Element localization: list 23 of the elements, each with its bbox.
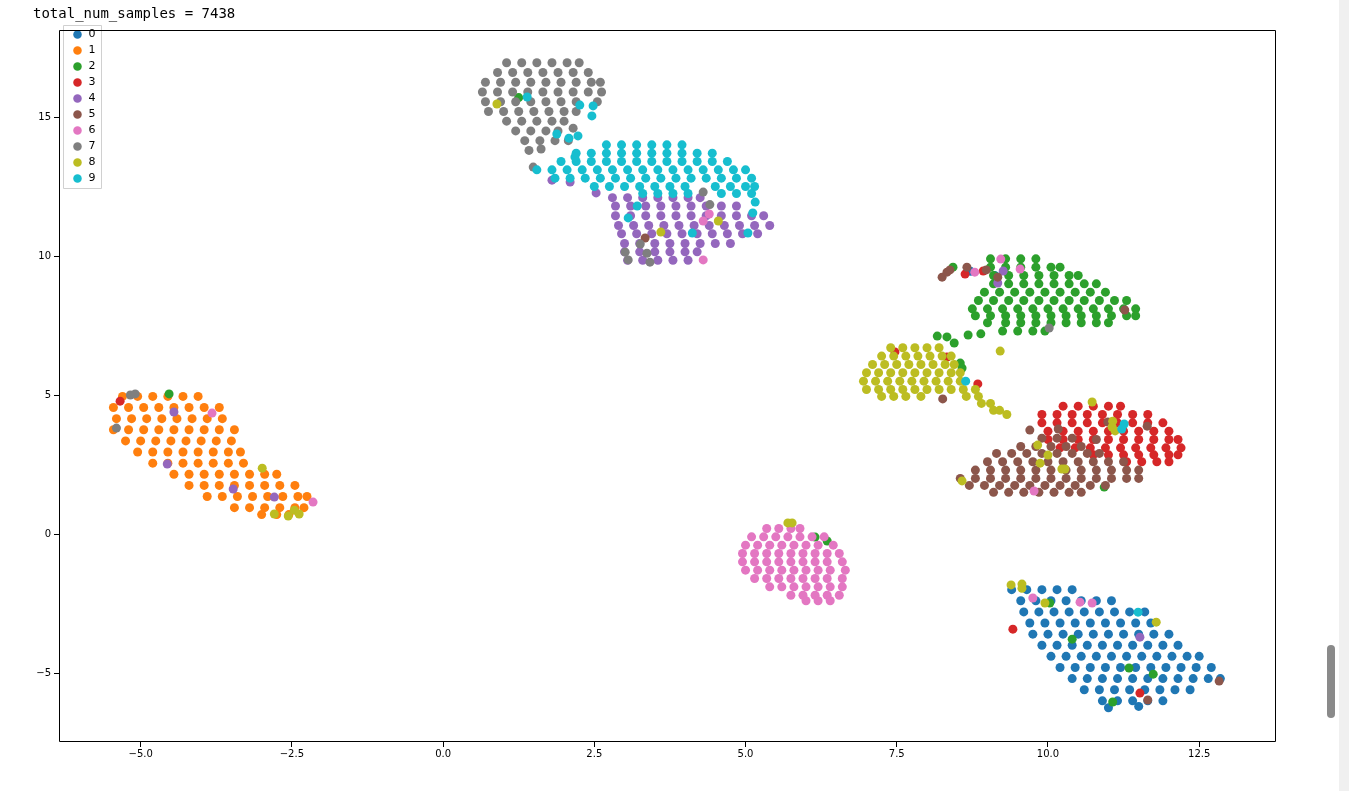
x-tick-label: 7.5 (888, 747, 905, 759)
chart-title: total_num_samples = 7438 (33, 5, 236, 21)
y-tick-label: 5 (44, 388, 51, 400)
legend-label: 7 (88, 139, 96, 153)
y-tick-label: −5 (36, 666, 51, 678)
legend-label: 4 (88, 91, 96, 105)
legend-label: 3 (88, 75, 96, 89)
x-tick-label: 2.5 (586, 747, 603, 759)
legend-label: 1 (88, 43, 96, 57)
legend-label: 5 (88, 107, 96, 121)
legend-label: 2 (88, 59, 96, 73)
y-tick-label: 0 (44, 527, 51, 539)
legend-label: 8 (88, 155, 96, 169)
x-tick-label: −5.0 (128, 747, 153, 759)
legend-label: 6 (88, 123, 96, 137)
y-tick-label: 10 (38, 249, 51, 261)
legend-label: 9 (88, 171, 96, 185)
x-tick-label: 5.0 (737, 747, 754, 759)
x-tick-label: 12.5 (1188, 747, 1211, 759)
x-tick-label: −2.5 (279, 747, 305, 759)
x-tick-label: 10.0 (1036, 747, 1060, 759)
y-tick-label: 15 (38, 110, 51, 122)
x-tick-label: 0.0 (435, 747, 452, 759)
